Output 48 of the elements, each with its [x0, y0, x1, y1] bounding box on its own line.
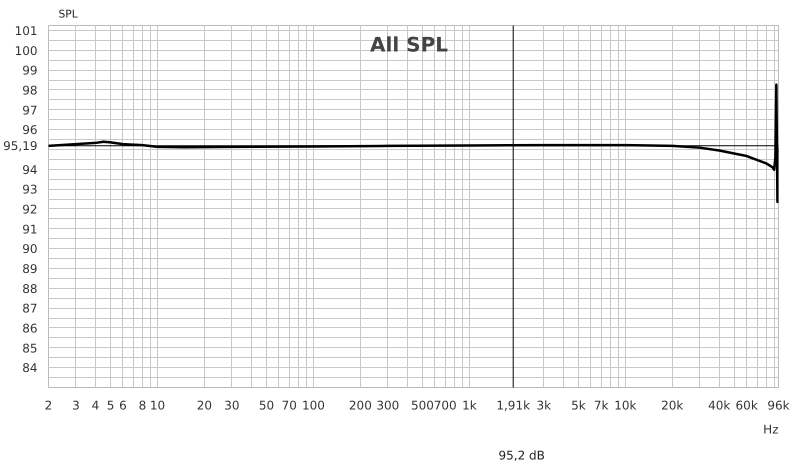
text: 95,2 dB [498, 448, 545, 462]
x-tick-label: 3 [72, 398, 80, 412]
y-tick-label: 96 [22, 123, 38, 138]
ref-line-label: 95,19 [3, 139, 38, 154]
x-tick-label: 2 [44, 398, 52, 412]
x-tick-label: 70 [282, 398, 297, 412]
x-tick-label: 8 [138, 398, 146, 412]
x-tick-label: 700 [434, 398, 457, 412]
x-tick-label: 40k [708, 398, 730, 412]
y-tick-label: 87 [22, 302, 38, 316]
y-tick-label: 99 [22, 64, 38, 78]
x-tick-label: 5k [571, 398, 586, 412]
x-tick-label: 30 [224, 398, 240, 412]
x-tick-label: 500 [410, 398, 434, 412]
x-tick-label: 10 [150, 398, 166, 412]
x-tick-label: 100 [302, 398, 325, 412]
y-tick-label: 94 [22, 162, 38, 177]
y-tick-label: 101 [14, 24, 38, 38]
x-tick-label: 4 [92, 398, 100, 412]
x-tick-label: 20 [196, 398, 212, 412]
y-tick-label: 88 [22, 282, 38, 296]
ref-line-label: 1,91k [496, 398, 530, 412]
x-tick-label: 20k [661, 398, 684, 412]
x-tick-label: 3k [536, 398, 552, 412]
y-tick-label: 89 [22, 262, 38, 276]
x-axis-title: Hz [763, 422, 779, 436]
x-tick-label: 50 [258, 398, 274, 412]
y-tick-label: 86 [22, 321, 38, 336]
x-tick-label: 1k [462, 398, 477, 412]
x-tick-label: 200 [348, 398, 372, 412]
x-tick-label: 5 [106, 398, 114, 412]
chart-title: All SPL [370, 32, 448, 56]
x-tick-label: 300 [376, 398, 400, 412]
y-tick-label: 85 [22, 341, 38, 356]
y-tick-label: 100 [14, 44, 38, 58]
y-tick-label: 84 [22, 361, 38, 376]
y-tick-label: 93 [22, 182, 38, 197]
x-tick-label: 96k [767, 398, 790, 412]
y-tick-label: 92 [22, 202, 38, 216]
x-tick-label: 60k [736, 398, 758, 412]
x-tick-label: 7k [594, 398, 609, 412]
y-tick-label: 97 [22, 103, 38, 118]
x-tick-label: 10k [614, 398, 636, 412]
y-tick-label: 98 [22, 83, 38, 98]
x-tick-label: 6 [119, 398, 127, 412]
y-tick-label: 90 [22, 242, 38, 256]
y-tick-label: 91 [22, 222, 38, 236]
y-axis-title: SPL [58, 8, 78, 20]
